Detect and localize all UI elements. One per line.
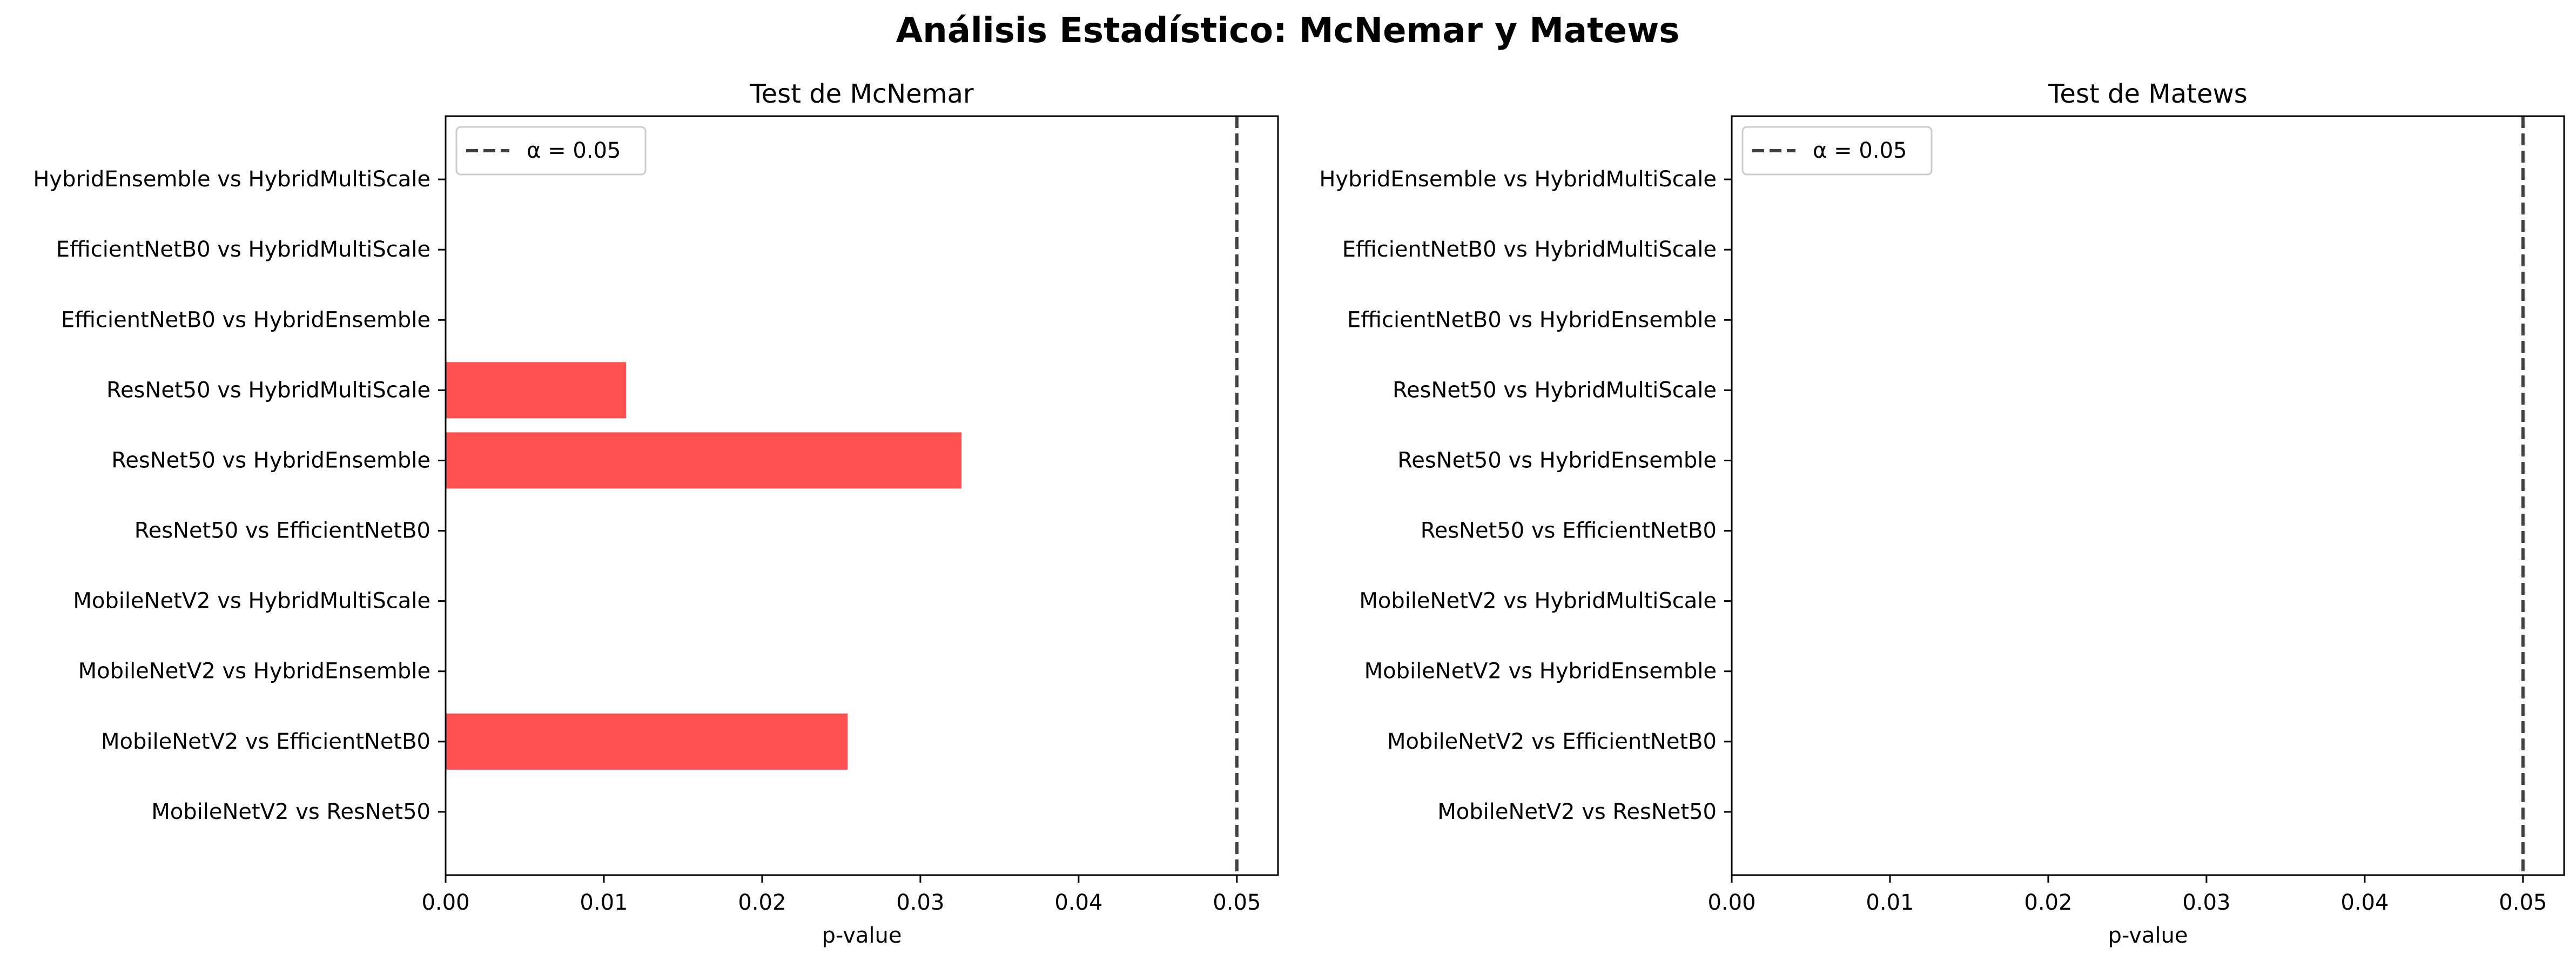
legend: α = 0.05: [1741, 126, 1933, 176]
y-tick-label: MobileNetV2 vs HybridMultiScale: [1359, 589, 1717, 614]
panel-title: Test de McNemar: [749, 79, 973, 109]
chart-panel-1: MobileNetV2 vs ResNet50 MobileNetV2 vs Ef…: [33, 79, 1279, 948]
figure-title: Análisis Estadístico: McNemar y Matews: [896, 11, 1680, 51]
y-tick-label: MobileNetV2 vs HybridMultiScale: [73, 589, 431, 614]
x-tick-label: 0.05: [2499, 890, 2547, 915]
y-tick-label: EfficientNetB0 vs HybridMultiScale: [56, 237, 431, 262]
y-tick-label: MobileNetV2 vs EfficientNetB0: [101, 729, 431, 754]
axes-frame: [445, 115, 1279, 876]
axes-frame: [1731, 115, 2565, 876]
bar-6: [446, 432, 962, 489]
x-tick-label: 0.01: [580, 890, 628, 915]
chart-panel-2: MobileNetV2 vs ResNet50 MobileNetV2 vs Ef…: [1319, 79, 2565, 948]
panel-title: Test de Matews: [2048, 79, 2247, 109]
x-tick-label: 0.03: [896, 890, 944, 915]
y-tick-label: MobileNetV2 vs ResNet50: [1437, 799, 1717, 824]
y-tick-label: HybridEnsemble vs HybridMultiScale: [33, 167, 431, 192]
y-tick-label: EfficientNetB0 vs HybridEnsemble: [1347, 307, 1717, 332]
y-tick-label: MobileNetV2 vs HybridEnsemble: [78, 659, 431, 684]
y-tick-label: ResNet50 vs EfficientNetB0: [1421, 519, 1717, 543]
y-tick-label: HybridEnsemble vs HybridMultiScale: [1319, 167, 1717, 192]
x-tick-label: 0.00: [421, 890, 469, 915]
bar-7: [446, 362, 626, 419]
x-tick-label: 0.04: [2340, 890, 2389, 915]
x-axis-label: p-value: [2108, 923, 2188, 948]
x-axis-label: p-value: [822, 923, 902, 948]
legend-box: [1741, 126, 1933, 176]
y-tick-label: MobileNetV2 vs EfficientNetB0: [1387, 729, 1717, 754]
x-tick-label: 0.01: [1866, 890, 1914, 915]
y-tick-label: ResNet50 vs HybridEnsemble: [1397, 448, 1717, 473]
y-tick-label: MobileNetV2 vs ResNet50: [151, 799, 431, 824]
legend-label: α = 0.05: [1813, 138, 1907, 163]
x-tick-label: 0.02: [2024, 890, 2072, 915]
legend-label: α = 0.05: [527, 138, 621, 163]
bar-2: [446, 713, 848, 770]
y-tick-label: MobileNetV2 vs HybridEnsemble: [1364, 659, 1717, 684]
legend-box: [455, 126, 647, 176]
y-tick-label: ResNet50 vs EfficientNetB0: [134, 519, 431, 543]
y-tick-label: ResNet50 vs HybridMultiScale: [1393, 378, 1717, 402]
x-tick-label: 0.05: [1213, 890, 1261, 915]
y-tick-label: ResNet50 vs HybridEnsemble: [111, 448, 431, 473]
y-tick-label: EfficientNetB0 vs HybridMultiScale: [1342, 237, 1717, 262]
x-tick-label: 0.02: [738, 890, 786, 915]
y-tick-label: ResNet50 vs HybridMultiScale: [106, 378, 431, 402]
x-tick-label: 0.04: [1054, 890, 1102, 915]
x-tick-label: 0.00: [1707, 890, 1756, 915]
y-tick-label: EfficientNetB0 vs HybridEnsemble: [61, 307, 431, 332]
legend: α = 0.05: [455, 126, 647, 176]
x-tick-label: 0.03: [2182, 890, 2230, 915]
